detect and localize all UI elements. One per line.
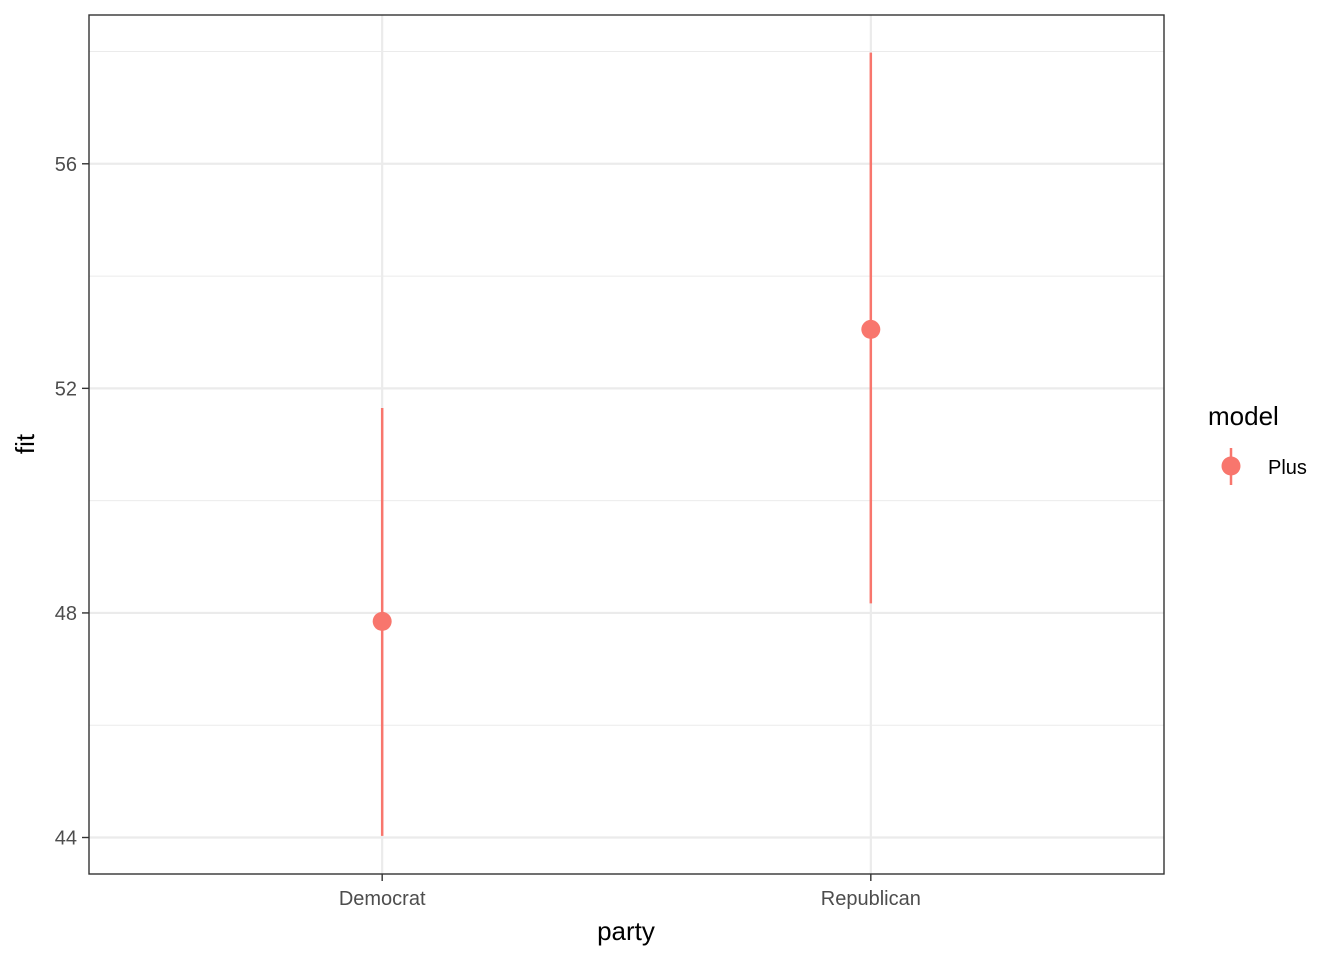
x-tick-label: Republican xyxy=(821,888,921,910)
point-republican xyxy=(861,319,881,339)
data-layer xyxy=(372,52,881,836)
y-axis-title: fit xyxy=(10,433,40,454)
y-tick-label: 52 xyxy=(55,378,77,400)
legend-title: model xyxy=(1208,401,1279,431)
y-axis: 44 48 52 56 xyxy=(55,154,89,850)
plot-panel-border xyxy=(88,14,1165,875)
grid-minor xyxy=(89,50,1164,726)
x-tick-label: Democrat xyxy=(339,888,426,910)
y-tick-label: 44 xyxy=(55,828,77,850)
y-tick-label: 56 xyxy=(55,154,77,176)
legend-key-point xyxy=(1221,456,1241,476)
y-tick-label: 48 xyxy=(55,603,77,625)
legend-label-plus: Plus xyxy=(1268,457,1307,479)
x-axis-title: party xyxy=(597,916,655,946)
point-democrat xyxy=(372,611,392,631)
legend: model Plus xyxy=(1208,401,1307,485)
x-axis: Democrat Republican xyxy=(339,874,921,910)
plot-panel-background xyxy=(89,15,1164,874)
